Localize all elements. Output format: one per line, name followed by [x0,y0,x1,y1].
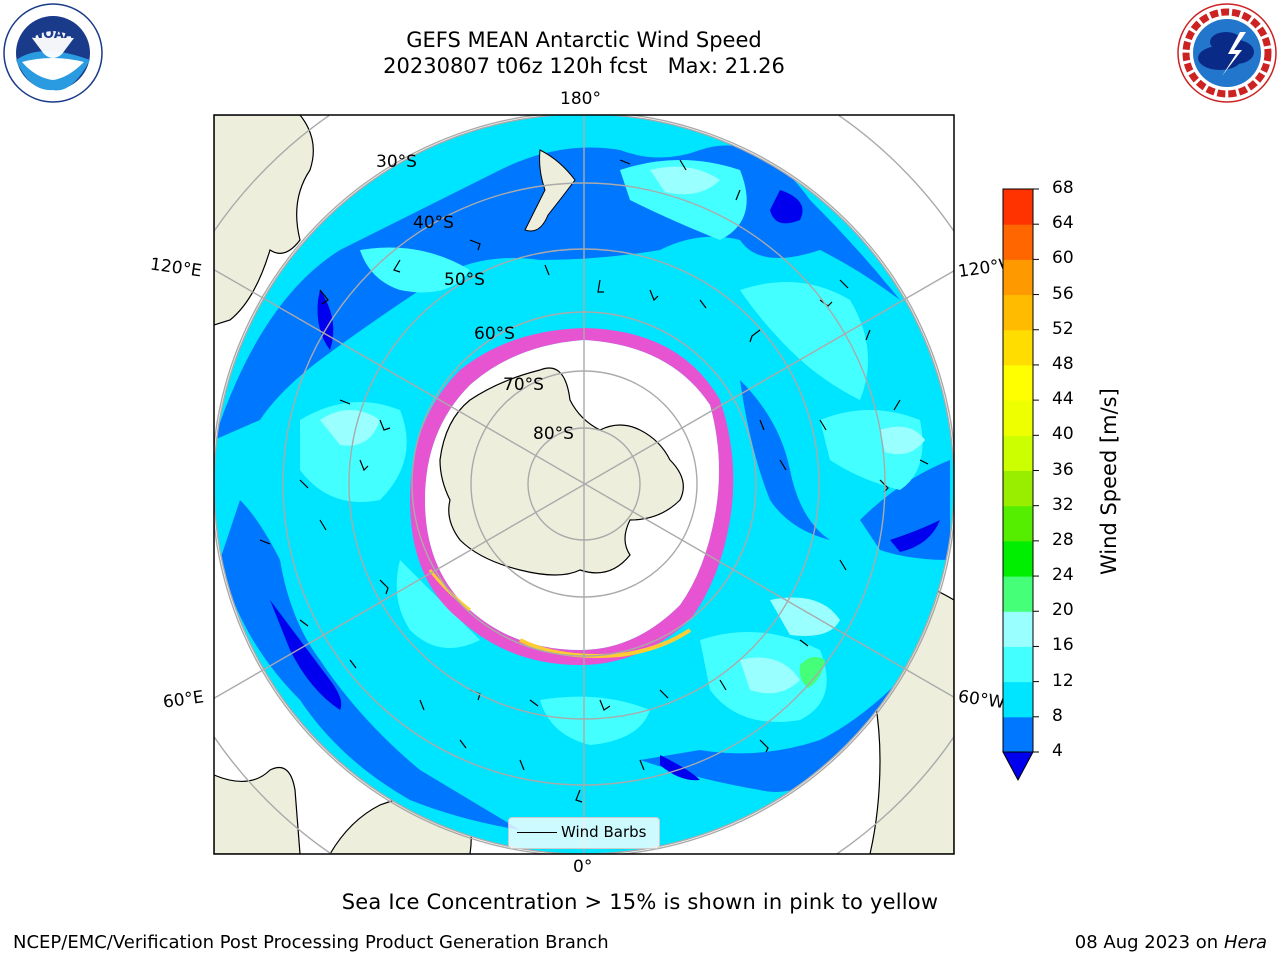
colorbar-title: Wind Speed [m/s] [1097,388,1121,575]
lat-label-50s: 50°S [444,270,485,290]
lat-label-30s: 30°S [376,152,417,172]
colorbar-tick-label: 56 [1052,283,1074,304]
australia-land [214,115,314,326]
date-stamp: 08 Aug 2023 on Hera [1075,932,1267,953]
colorbar-tick-label: 52 [1052,318,1074,339]
lat-label-60s: 60°S [474,324,515,344]
wind-barb-legend-label: Wind Barbs [561,823,647,841]
colorbar-tick-label: 64 [1052,213,1074,234]
colorbar-tick-label: 20 [1052,600,1074,621]
machine-name: Hera [1223,932,1267,953]
colorbar-tick-label: 68 [1052,178,1074,198]
africa-land [214,766,301,854]
colorbar-tick-label: 28 [1052,529,1074,550]
new-zealand-land [524,149,576,232]
date-text: 08 Aug 2023 on [1074,932,1219,953]
credit-text: NCEP/EMC/Verification Post Processing Pr… [13,932,609,953]
map-frame [213,114,955,855]
national-weather-service-logo [1177,3,1277,103]
colorbar-tick-label: 8 [1052,705,1063,726]
colorbar-tick-label: 44 [1052,389,1074,410]
colorbar-tick-label: 32 [1052,494,1074,515]
colorbar-tick-label: 40 [1052,424,1074,445]
colorbar-tick-label: 48 [1052,353,1074,374]
sea-ice-note: Sea Ice Concentration > 15% is shown in … [341,890,939,914]
wind-barb-legend-line [517,832,557,833]
map-legend: Wind Barbs [508,817,660,849]
noaa-logo-text: NOAA [32,27,74,42]
lat-label-70s: 70°S [503,375,544,395]
colorbar-tick-label: 60 [1052,248,1074,269]
wind-barbs [259,159,929,803]
lon-label-top: 180° [560,89,601,109]
graticule [214,115,954,854]
noaa-logo: NOAA [3,3,103,103]
lat-label-40s: 40°S [413,213,454,233]
lat-label-80s: 80°S [533,424,574,444]
chart-title: GEFS MEAN Antarctic Wind Speed [406,28,762,52]
colorbar-tick-label: 12 [1052,670,1074,691]
chart-subtitle: 20230807 t06z 120h fcst Max: 21.26 [383,54,785,78]
colorbar-tick-label: 4 [1052,741,1063,761]
colorbar-tick-label: 36 [1052,459,1074,480]
colorbar-tick-label: 16 [1052,635,1074,656]
lon-label-bottom: 0° [573,857,593,877]
colorbar-tick-label: 24 [1052,565,1074,586]
